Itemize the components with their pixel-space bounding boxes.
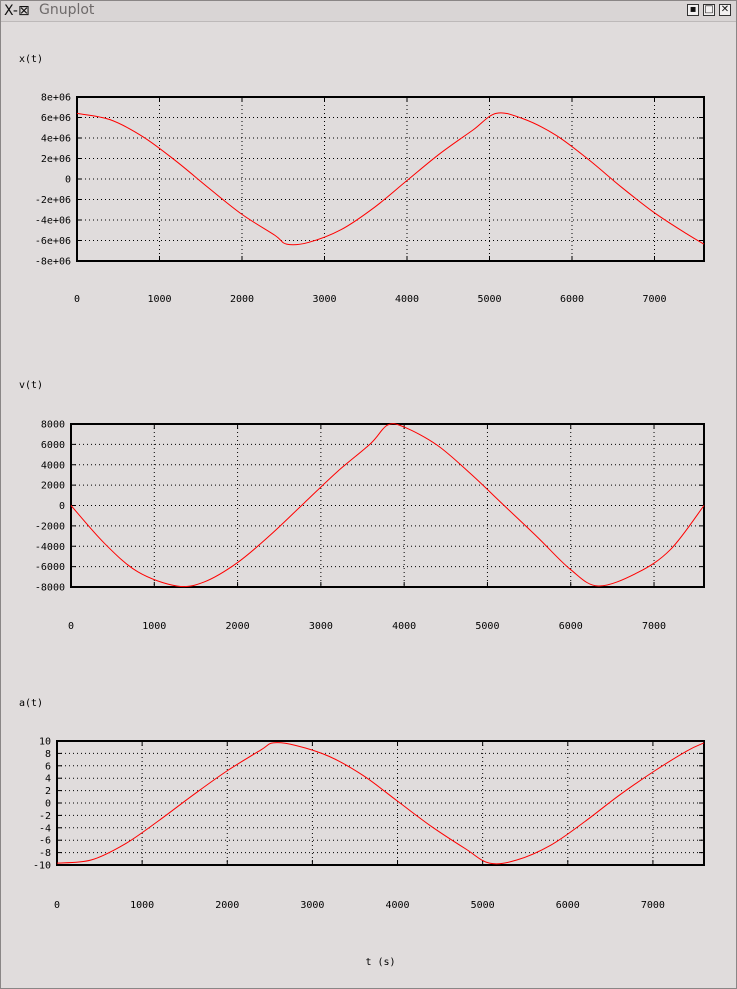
y-tick-label: 10 xyxy=(39,737,51,748)
maximize-button[interactable]: □ xyxy=(703,4,715,16)
y-tick-label: -6 xyxy=(39,836,51,847)
x-tick-label: 7000 xyxy=(641,900,665,911)
y-tick-label: 2 xyxy=(45,786,51,797)
x-tick-label: 6000 xyxy=(559,621,583,632)
y-axis-label: v(t) xyxy=(19,380,43,391)
x-app-icon[interactable]: X-⊠ xyxy=(4,3,30,19)
x-tick-label: 2000 xyxy=(215,900,239,911)
y-tick-label: 2000 xyxy=(41,481,65,492)
y-tick-label: 4000 xyxy=(41,460,65,471)
y-tick-label: 6000 xyxy=(41,440,65,451)
y-tick-label: -8 xyxy=(39,848,51,859)
x-tick-label: 0 xyxy=(68,621,74,632)
x-tick-label: 1000 xyxy=(147,294,171,305)
x-tick-label: 4000 xyxy=(395,294,419,305)
y-tick-label: -6e+06 xyxy=(35,236,71,247)
y-tick-label: -4 xyxy=(39,823,51,834)
y-tick-label: -6000 xyxy=(35,562,65,573)
x-tick-label: 1000 xyxy=(130,900,154,911)
y-tick-label: 4e+06 xyxy=(41,134,71,145)
x-tick-label: 4000 xyxy=(392,621,416,632)
plot-border xyxy=(56,740,705,866)
x-tick-label: 2000 xyxy=(226,621,250,632)
x-tick-label: 6000 xyxy=(560,294,584,305)
y-tick-label: 8e+06 xyxy=(41,93,71,104)
y-tick-label: 0 xyxy=(65,175,71,186)
y-tick-label: 8000 xyxy=(41,420,65,431)
series-line xyxy=(70,423,705,588)
y-tick-label: -2000 xyxy=(35,521,65,532)
y-tick-label: -4e+06 xyxy=(35,216,71,227)
x-tick-label: 0 xyxy=(74,294,80,305)
y-axis-label: a(t) xyxy=(19,698,43,709)
y-tick-label: -10 xyxy=(33,861,51,872)
x-tick-label: 3000 xyxy=(300,900,324,911)
y-tick-label: 6e+06 xyxy=(41,113,71,124)
x-tick-label: 3000 xyxy=(309,621,333,632)
y-axis-label: x(t) xyxy=(19,54,43,65)
x-tick-label: 5000 xyxy=(475,621,499,632)
plots-svg: 0 1000 2000 3000 4000 5000 6000 7000-8e+06-6e+0… xyxy=(19,54,705,968)
x-tick-label: 5000 xyxy=(471,900,495,911)
x-tick-label: 7000 xyxy=(642,621,666,632)
x-axis-label: t (s) xyxy=(365,957,395,968)
series-line xyxy=(56,742,705,865)
x-tick-label: 6000 xyxy=(556,900,580,911)
y-tick-label: 4 xyxy=(45,774,51,785)
x-tick-label: 7000 xyxy=(642,294,666,305)
y-tick-label: -2e+06 xyxy=(35,195,71,206)
x-tick-label: 3000 xyxy=(312,294,336,305)
plot-border xyxy=(76,96,705,262)
y-tick-label: 6 xyxy=(45,761,51,772)
y-tick-label: -4000 xyxy=(35,542,65,553)
x-tick-label: 1000 xyxy=(142,621,166,632)
close-button[interactable]: ✕ xyxy=(719,4,731,16)
y-tick-label: 8 xyxy=(45,749,51,760)
x-tick-label: 2000 xyxy=(230,294,254,305)
x-tick-label: 4000 xyxy=(385,900,409,911)
series-line xyxy=(76,112,705,246)
y-tick-label: 0 xyxy=(59,501,65,512)
y-tick-label: 2e+06 xyxy=(41,154,71,165)
y-tick-label: -8000 xyxy=(35,583,65,594)
plot-canvas: 0 1000 2000 3000 4000 5000 6000 7000 -8e+06 -6e+0… xyxy=(1,22,736,988)
y-tick-label: -8e+06 xyxy=(35,257,71,268)
x-tick-label: 5000 xyxy=(477,294,501,305)
title-bar[interactable]: X-⊠ Gnuplot ▪ □ ✕ xyxy=(1,1,736,22)
y-tick-label: -2 xyxy=(39,811,51,822)
minimize-button[interactable]: ▪ xyxy=(687,4,699,16)
y-tick-label: 0 xyxy=(45,799,51,810)
x-tick-label: 0 xyxy=(54,900,60,911)
window-title: Gnuplot xyxy=(39,2,95,18)
